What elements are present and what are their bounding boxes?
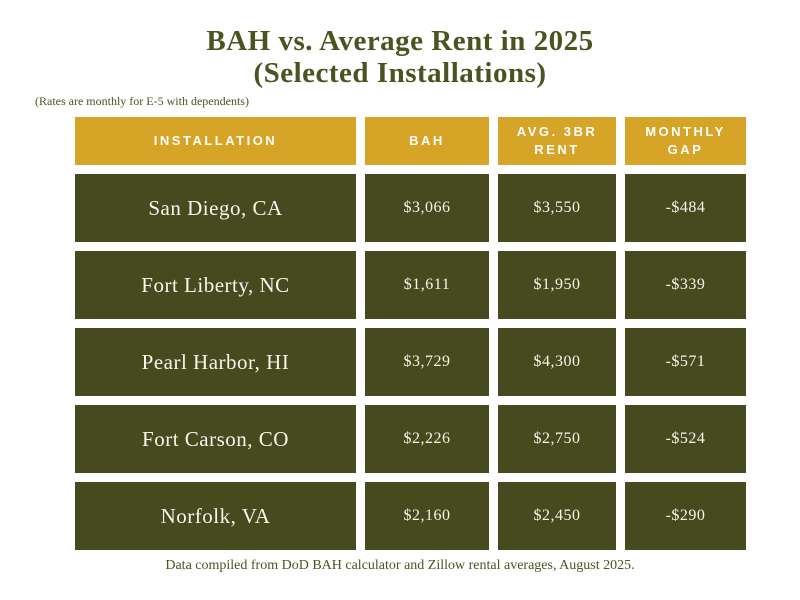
source-attribution: Data compiled from DoD BAH calculator an… xyxy=(165,558,635,573)
page-title-line1: BAH vs. Average Rent in 2025 xyxy=(206,25,594,57)
cell-bah: $1,611 xyxy=(365,251,489,319)
cell-installation: Pearl Harbor, HI xyxy=(75,328,356,396)
page-title: BAH vs. Average Rent in 2025 (Selected I… xyxy=(0,0,800,90)
cell-bah: $2,226 xyxy=(365,405,489,473)
cell-installation: Norfolk, VA xyxy=(75,482,356,550)
cell-installation: Fort Carson, CO xyxy=(75,405,356,473)
cell-rent: $2,450 xyxy=(498,482,616,550)
column-header-installation: INSTALLATION xyxy=(75,117,356,165)
cell-gap: -$484 xyxy=(625,174,746,242)
cell-gap: -$290 xyxy=(625,482,746,550)
page-title-line2: (Selected Installations) xyxy=(253,56,547,89)
cell-gap: -$571 xyxy=(625,328,746,396)
column-header-rent: AVG. 3BR RENT xyxy=(498,117,616,165)
cell-installation: Fort Liberty, NC xyxy=(75,251,356,319)
cell-rent: $1,950 xyxy=(498,251,616,319)
bah-comparison-table: INSTALLATION BAH AVG. 3BR RENT MONTHLY G… xyxy=(75,117,746,550)
rates-note: (Rates are monthly for E-5 with dependen… xyxy=(35,94,249,108)
cell-bah: $3,729 xyxy=(365,328,489,396)
cell-bah: $2,160 xyxy=(365,482,489,550)
cell-gap: -$524 xyxy=(625,405,746,473)
cell-installation: San Diego, CA xyxy=(75,174,356,242)
cell-gap: -$339 xyxy=(625,251,746,319)
cell-bah: $3,066 xyxy=(365,174,489,242)
cell-rent: $4,300 xyxy=(498,328,616,396)
column-header-bah: BAH xyxy=(365,117,489,165)
column-header-gap: MONTHLY GAP xyxy=(625,117,746,165)
cell-rent: $3,550 xyxy=(498,174,616,242)
cell-rent: $2,750 xyxy=(498,405,616,473)
